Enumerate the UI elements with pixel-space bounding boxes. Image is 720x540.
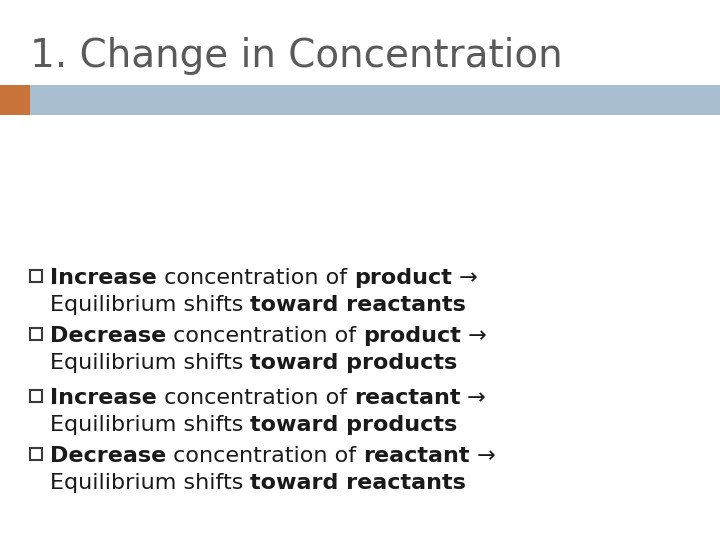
Text: Decrease: Decrease	[50, 326, 166, 346]
Text: →: →	[462, 326, 487, 346]
Text: reactant: reactant	[354, 388, 461, 408]
Bar	[30, 328, 42, 340]
Text: →: →	[461, 388, 486, 408]
Text: →: →	[470, 446, 496, 466]
Text: product: product	[354, 268, 452, 288]
Text: product: product	[364, 326, 462, 346]
Text: concentration of: concentration of	[166, 326, 364, 346]
Text: →: →	[452, 268, 477, 288]
Text: concentration of: concentration of	[157, 268, 354, 288]
Bar	[30, 448, 42, 460]
Text: Equilibrium shifts: Equilibrium shifts	[50, 473, 251, 493]
Text: Decrease: Decrease	[50, 446, 166, 466]
Text: toward products: toward products	[251, 353, 458, 373]
Text: Increase: Increase	[50, 268, 157, 288]
Text: Equilibrium shifts: Equilibrium shifts	[50, 415, 251, 435]
Text: toward reactants: toward reactants	[251, 473, 467, 493]
Text: toward products: toward products	[251, 415, 458, 435]
Text: Increase: Increase	[50, 388, 157, 408]
Bar	[30, 390, 42, 402]
Text: concentration of: concentration of	[157, 388, 354, 408]
Text: reactant: reactant	[364, 446, 470, 466]
Text: Equilibrium shifts: Equilibrium shifts	[50, 353, 251, 373]
Text: Equilibrium shifts: Equilibrium shifts	[50, 295, 251, 315]
Bar	[30, 270, 42, 282]
Bar	[0, 85, 30, 115]
Text: toward reactants: toward reactants	[251, 295, 467, 315]
Bar	[30, 85, 720, 115]
Text: 1. Change in Concentration: 1. Change in Concentration	[30, 37, 562, 75]
Text: concentration of: concentration of	[166, 446, 364, 466]
